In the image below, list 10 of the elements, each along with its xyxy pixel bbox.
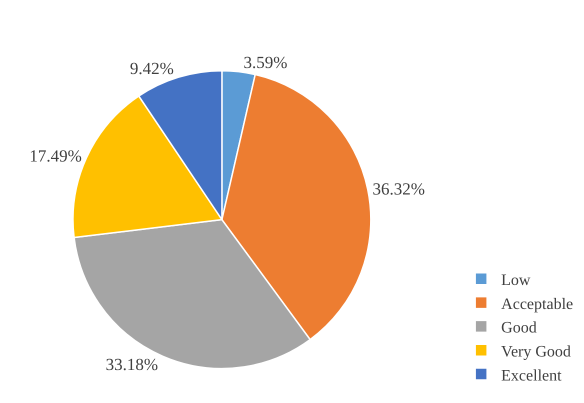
legend-label: Excellent	[501, 367, 562, 384]
legend-label: Low	[501, 272, 531, 290]
data-label: 36.32%	[372, 180, 425, 199]
legend-label: Acceptable	[501, 296, 574, 313]
data-label: 17.49%	[29, 146, 82, 166]
legend-label: Good	[501, 320, 537, 337]
data-label: 3.59%	[243, 52, 288, 72]
legend-label: Very Good	[501, 343, 571, 360]
data-label: 9.42%	[130, 58, 174, 78]
data-label: 33.18%	[106, 354, 158, 374]
